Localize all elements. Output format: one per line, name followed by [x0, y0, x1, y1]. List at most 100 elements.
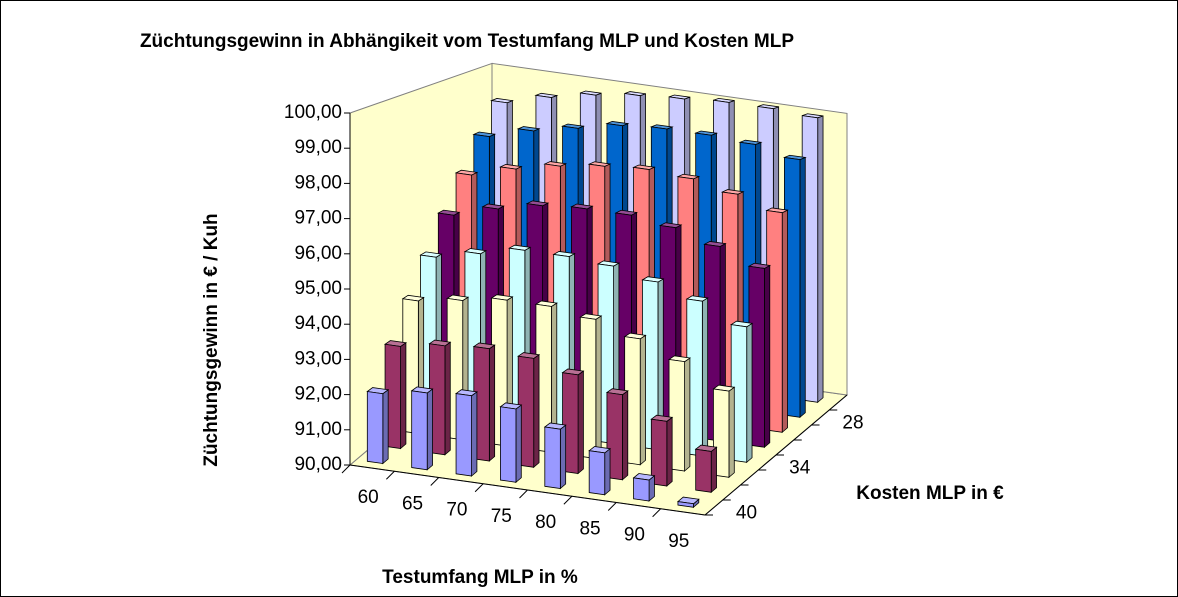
bar-front: [713, 388, 730, 478]
y-tick-label: 99,00: [294, 137, 342, 158]
bar-front: [668, 359, 685, 472]
bar-front: [473, 346, 490, 462]
bar-side: [444, 341, 451, 456]
bar-side: [701, 297, 709, 457]
bar: [694, 444, 718, 494]
bar: [782, 154, 807, 419]
bar-front: [455, 393, 472, 477]
bar-side: [595, 315, 602, 460]
bar-side: [577, 370, 584, 475]
bar: [650, 414, 674, 487]
bar: [730, 320, 754, 464]
bar-side: [488, 344, 496, 462]
bar-side: [728, 386, 735, 479]
x-tick: [652, 508, 661, 518]
bar: [685, 295, 709, 457]
bar-side: [781, 209, 788, 434]
y-axis-title: Züchtungsgewinn in € / Kuh: [201, 213, 222, 466]
bar: [712, 384, 736, 479]
bar-front: [366, 391, 384, 464]
bar-front: [544, 426, 561, 489]
bar-side: [639, 334, 646, 466]
bar: [534, 300, 558, 454]
bar-front: [588, 450, 606, 496]
plot-area: 90,00 91,00 92,00 93,00 94,00 95,00 96,00 97,00…: [284, 62, 864, 552]
x-tick: [474, 483, 484, 493]
bar: [410, 386, 434, 471]
x-tick-label: 80: [535, 512, 556, 533]
bar: [472, 342, 496, 462]
bar: [366, 387, 390, 465]
bar-side: [710, 446, 717, 494]
bar-side: [382, 388, 389, 465]
bar-front: [429, 343, 446, 456]
depth-tick-label: 34: [789, 458, 811, 479]
bar: [428, 339, 452, 456]
y-tick-label: 92,00: [294, 384, 342, 405]
bar-front: [606, 392, 623, 481]
bar-side: [746, 322, 753, 464]
x-tick: [519, 489, 528, 499]
y-tick-label: 94,00: [294, 313, 342, 334]
bar-front: [677, 501, 694, 508]
x-tick-label: 75: [491, 506, 512, 527]
x-axis-title: Testumfang MLP in %: [382, 567, 578, 588]
bar: [801, 113, 824, 404]
bar-front: [411, 390, 428, 471]
y-tick-label: 100,00: [284, 102, 342, 123]
x-tick: [563, 495, 573, 505]
bar-front: [730, 324, 748, 463]
bar-side: [533, 353, 540, 469]
bar: [517, 352, 541, 469]
bar-front: [624, 336, 641, 466]
y-tick-label: 95,00: [294, 278, 342, 299]
x-tick-label: 70: [446, 500, 467, 521]
x-tick: [341, 464, 351, 474]
bar-side: [604, 447, 611, 496]
bar: [747, 262, 772, 449]
bar: [561, 368, 585, 475]
bar-side: [684, 357, 691, 472]
depth-axis-title: Kosten MLP in €: [856, 483, 1004, 504]
bar-side: [622, 390, 629, 481]
bar: [579, 313, 603, 460]
depth-tick-label: 40: [736, 503, 757, 524]
chart-title: Züchtungsgewinn in Abhängikeit vom Testu…: [140, 31, 794, 52]
bar: [667, 355, 691, 472]
bar-front: [517, 355, 535, 468]
bar-side: [471, 391, 478, 477]
y-tick-label: 91,00: [294, 419, 342, 440]
bar: [455, 389, 478, 477]
bar-side: [666, 416, 673, 487]
bar: [605, 388, 629, 481]
bar-front: [500, 406, 517, 483]
bar: [543, 422, 567, 490]
x-tick-label: 60: [358, 487, 379, 508]
y-tick-label: 97,00: [294, 208, 342, 229]
x-tick-label: 90: [624, 525, 645, 546]
bar-front: [562, 372, 579, 474]
bar: [623, 332, 647, 466]
bar-front: [650, 418, 668, 487]
bar: [499, 402, 523, 484]
bar-front: [633, 477, 650, 502]
bar-side: [799, 156, 806, 419]
x-tick: [430, 477, 440, 486]
x-tick-label: 85: [579, 518, 600, 539]
bar-side: [426, 388, 433, 471]
x-tick: [386, 470, 395, 480]
bar: [383, 340, 407, 450]
bar: [765, 207, 789, 434]
y-tick-label: 98,00: [294, 172, 342, 193]
y-tick-label: 90,00: [294, 454, 342, 475]
y-tick-label: 93,00: [294, 348, 342, 369]
x-tick-label: 65: [402, 493, 423, 514]
bar: [632, 473, 656, 502]
bar-front: [384, 343, 401, 449]
bar-side: [764, 264, 771, 449]
bar-side: [515, 404, 522, 484]
bar-side: [817, 115, 824, 404]
bar-side: [559, 424, 567, 490]
depth-tick-label: 28: [842, 413, 863, 434]
